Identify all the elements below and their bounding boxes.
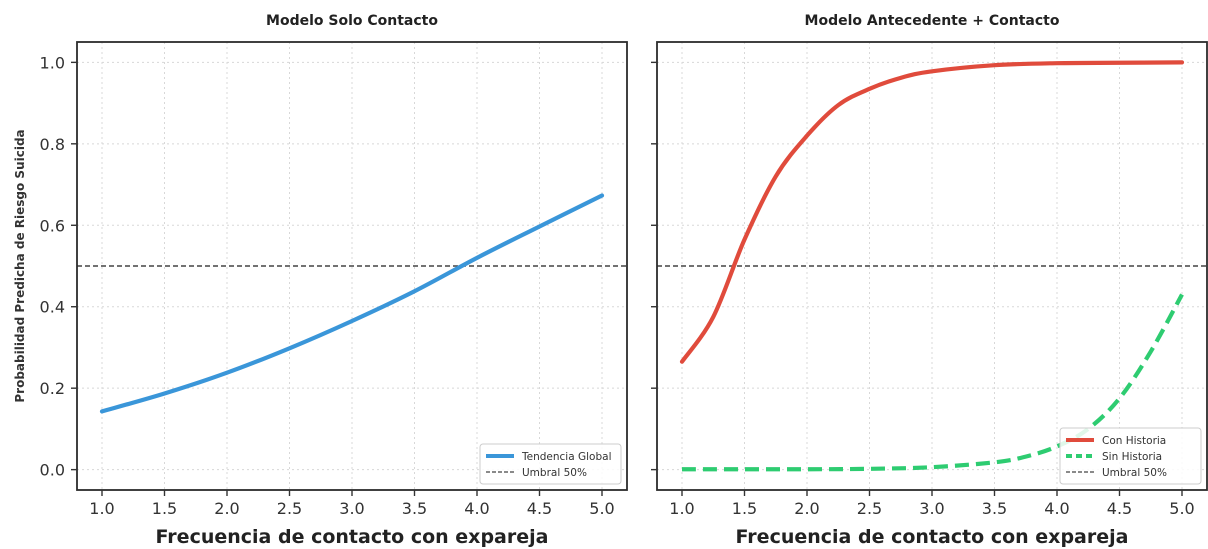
legend-label: Sin Historia — [1102, 451, 1162, 463]
x-tick-label: 3.0 — [339, 499, 364, 518]
legend-box — [1059, 427, 1202, 485]
series-group — [679, 60, 1185, 472]
x-tick-label: 3.5 — [982, 499, 1007, 518]
y-tick-label: 0.4 — [40, 298, 65, 317]
legend-label: Tendencia Global — [521, 451, 611, 463]
x-tick-label: 4.5 — [1107, 499, 1132, 518]
panel-title: Modelo Solo Contacto — [266, 13, 438, 29]
x-tick-label: 2.5 — [277, 499, 302, 518]
panel-antecedente-contacto: Modelo Antecedente + Contacto 1.0 1.5 2.0 2… — [651, 13, 1208, 548]
panel-solo-contacto: Modelo Solo Contacto 1.0 1.5 2.0 2.5 3.0 3.5 4… — [13, 13, 628, 548]
x-tick-label: 3.5 — [402, 499, 427, 518]
x-tick-label: 4.0 — [1044, 499, 1069, 518]
series-line-tendencia-global — [99, 193, 605, 414]
grid — [77, 42, 627, 490]
x-tick-label: 1.0 — [89, 499, 114, 518]
y-tick-label: 0.2 — [40, 379, 65, 398]
legend: Con Historia Sin Historia Umbral 50% — [1059, 427, 1202, 485]
x-tick-label: 2.5 — [857, 499, 882, 518]
x-axis-label: Frecuencia de contacto con expareja — [156, 526, 549, 548]
x-tick-label: 5.0 — [589, 499, 614, 518]
x-tick-label: 4.5 — [527, 499, 552, 518]
series-line-sin-historia — [681, 293, 1184, 472]
series-group — [99, 193, 605, 414]
x-tick-label: 2.0 — [214, 499, 239, 518]
legend-box — [479, 443, 622, 485]
ticks: 1.0 1.5 2.0 2.5 3.0 3.5 4.0 4.5 5.0 — [651, 61, 1195, 518]
series-line-con-historia — [679, 60, 1185, 364]
x-tick-label: 3.0 — [919, 499, 944, 518]
x-tick-label: 5.0 — [1169, 499, 1194, 518]
legend-label: Umbral 50% — [1102, 467, 1167, 479]
x-tick-label: 1.5 — [152, 499, 177, 518]
y-tick-label: 0.8 — [40, 135, 65, 154]
ticks: 1.0 1.5 2.0 2.5 3.0 3.5 4.0 4.5 5.0 0.0 0.2 0.4 0.6 0… — [40, 53, 615, 518]
y-axis-label: Probabilidad Predicha de Riesgo Suicida — [13, 129, 27, 402]
legend-label: Con Historia — [1102, 435, 1166, 447]
x-axis-label: Frecuencia de contacto con expareja — [736, 526, 1129, 548]
x-tick-label: 1.5 — [732, 499, 757, 518]
legend-label: Umbral 50% — [522, 467, 587, 479]
y-tick-label: 1.0 — [40, 53, 65, 72]
x-tick-label: 4.0 — [464, 499, 489, 518]
x-tick-label: 2.0 — [794, 499, 819, 518]
x-tick-label: 1.0 — [669, 499, 694, 518]
legend: Tendencia Global Umbral 50% — [479, 443, 622, 485]
y-tick-label: 0.6 — [40, 216, 65, 235]
panel-title: Modelo Antecedente + Contacto — [805, 13, 1060, 29]
y-tick-label: 0.0 — [40, 461, 65, 480]
